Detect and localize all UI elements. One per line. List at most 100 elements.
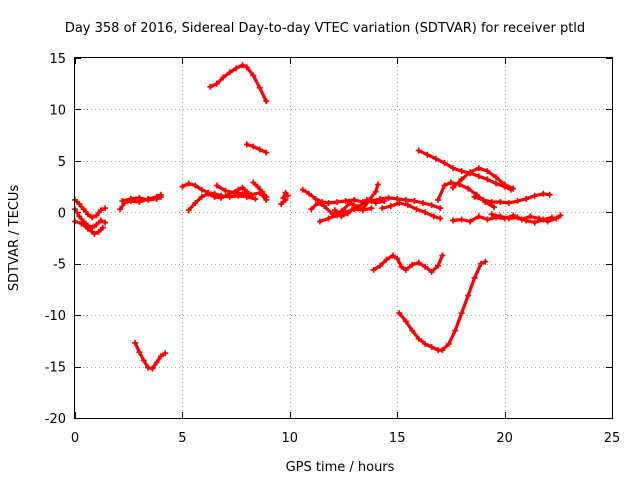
data-point xyxy=(432,155,439,162)
x-tick-label: 25 xyxy=(604,431,621,446)
data-point xyxy=(145,364,151,371)
data-point xyxy=(437,215,444,222)
data-point xyxy=(467,169,474,176)
y-tick-label: -10 xyxy=(45,309,66,324)
data-point xyxy=(312,195,319,202)
y-tick-label: -20 xyxy=(45,412,66,427)
data-point xyxy=(398,263,405,270)
data-point xyxy=(325,215,332,222)
data-point xyxy=(372,188,379,195)
data-point xyxy=(321,203,328,210)
data-point xyxy=(490,204,497,211)
data-point xyxy=(136,194,143,201)
data-point xyxy=(97,207,104,214)
data-point xyxy=(162,350,169,357)
data-point xyxy=(153,195,160,202)
data-point xyxy=(192,182,199,189)
data-point xyxy=(389,252,396,259)
tick-labels: 0 5 10 15 20 25 -20 -15 -10 -5 0 5 10 15 xyxy=(45,52,621,446)
data-point xyxy=(523,217,530,224)
data-point xyxy=(344,210,351,217)
data-point xyxy=(153,359,160,366)
data-point xyxy=(482,258,489,265)
data-point xyxy=(540,190,547,197)
series-arc-16 xyxy=(309,198,386,216)
data-point xyxy=(377,262,383,269)
data-point xyxy=(413,206,420,213)
data-point xyxy=(383,256,390,263)
x-tick-label: 5 xyxy=(178,431,186,446)
data-point xyxy=(505,200,512,206)
data-point xyxy=(452,327,459,334)
data-point xyxy=(102,205,109,212)
data-point xyxy=(263,193,270,200)
data-point xyxy=(97,217,104,224)
data-point xyxy=(239,62,246,69)
series-arc-12 xyxy=(245,142,268,155)
data-point xyxy=(211,193,218,200)
data-point xyxy=(91,230,98,237)
x-axis-label: GPS time / hours xyxy=(286,460,395,475)
data-point xyxy=(415,335,422,342)
data-point xyxy=(484,176,491,183)
data-point xyxy=(409,261,416,268)
data-point xyxy=(396,200,403,206)
data-point xyxy=(441,182,448,189)
data-point xyxy=(501,181,508,188)
data-point xyxy=(475,213,482,220)
data-point xyxy=(254,183,261,190)
data-point xyxy=(263,98,270,105)
data-point xyxy=(478,260,484,267)
data-point xyxy=(239,190,246,197)
data-point xyxy=(385,194,392,201)
data-point xyxy=(93,212,100,219)
data-point xyxy=(458,310,465,317)
data-point xyxy=(415,259,422,266)
data-point xyxy=(198,186,205,193)
data-point xyxy=(157,193,164,200)
data-point xyxy=(351,196,358,203)
data-point xyxy=(366,196,373,203)
data-point xyxy=(424,151,431,158)
data-point xyxy=(220,74,227,81)
x-tick-label: 10 xyxy=(282,431,299,446)
data-point xyxy=(514,198,521,204)
data-point xyxy=(370,266,377,273)
data-point xyxy=(233,65,240,72)
data-point xyxy=(411,198,418,204)
data-point xyxy=(404,202,411,209)
data-point xyxy=(493,174,499,181)
plot-frame xyxy=(74,57,613,419)
data-point xyxy=(132,339,139,346)
data-point xyxy=(93,221,100,228)
series-arc-10 xyxy=(251,180,268,199)
chart-title: Day 358 of 2016, Sidereal Day-to-day VTE… xyxy=(65,21,585,36)
series-arc-24 xyxy=(451,166,515,191)
data-point xyxy=(258,188,265,195)
data-point xyxy=(441,159,448,166)
data-point xyxy=(527,213,534,220)
data-point xyxy=(250,72,257,79)
data-point xyxy=(488,211,495,218)
data-point xyxy=(450,184,456,191)
y-tick-label: -5 xyxy=(53,258,66,273)
data-point xyxy=(523,195,530,202)
data-point xyxy=(278,201,285,208)
data-point xyxy=(471,193,478,200)
data-point xyxy=(359,206,366,213)
data-point xyxy=(243,64,250,71)
data-point xyxy=(185,180,192,187)
y-tick-label: -15 xyxy=(45,361,66,376)
data-point xyxy=(346,200,353,206)
data-point xyxy=(402,196,409,203)
data-point xyxy=(475,165,482,172)
y-tick-label: 15 xyxy=(49,52,66,67)
data-point xyxy=(422,340,429,347)
data-point xyxy=(78,220,85,227)
data-point xyxy=(140,357,147,364)
data-point xyxy=(192,200,199,206)
data-point xyxy=(239,184,246,191)
data-point xyxy=(546,191,553,198)
data-point xyxy=(435,196,441,203)
